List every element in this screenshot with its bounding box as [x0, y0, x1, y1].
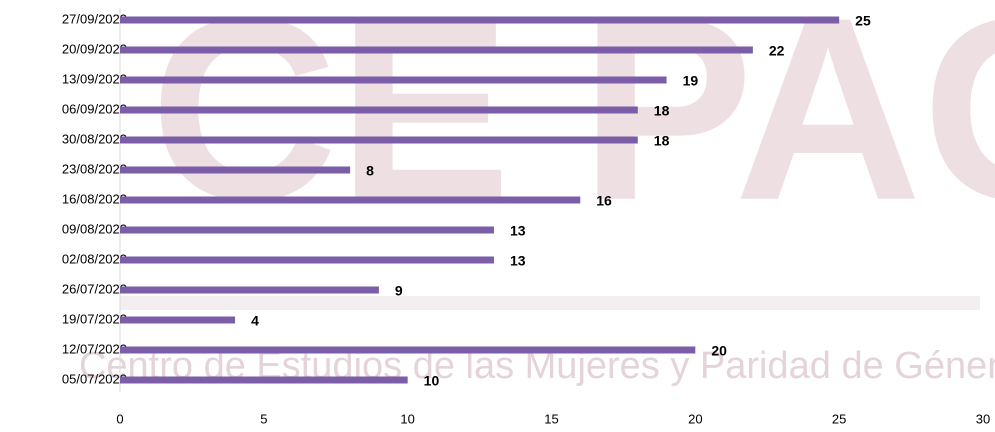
value-label: 9 [395, 283, 403, 299]
page: CE PAG Centro de Estudios de las Mujeres… [0, 0, 995, 432]
x-tick-label: 15 [544, 411, 558, 426]
y-tick-label: 23/08/2023 [62, 161, 127, 176]
value-label: 19 [683, 73, 699, 89]
value-label: 10 [424, 373, 440, 389]
bar [120, 317, 235, 324]
y-tick-label: 26/07/2023 [62, 281, 127, 296]
value-label: 13 [510, 253, 526, 269]
x-tick-label: 5 [260, 411, 267, 426]
bar [120, 47, 753, 54]
value-label: 20 [711, 343, 727, 359]
y-tick-label: 16/08/2023 [62, 191, 127, 206]
bar [120, 137, 638, 144]
y-tick-label: 06/09/2023 [62, 101, 127, 116]
bar [120, 347, 695, 354]
chart: CE PAG Centro de Estudios de las Mujeres… [0, 0, 995, 432]
bar [120, 107, 638, 114]
bar [120, 257, 494, 264]
value-label: 18 [654, 103, 670, 119]
x-tick-label: 10 [400, 411, 414, 426]
value-label: 25 [855, 13, 871, 29]
y-tick-label: 30/08/2023 [62, 131, 127, 146]
y-tick-label: 20/09/2023 [62, 41, 127, 56]
y-tick-label: 19/07/2023 [62, 311, 127, 326]
bar [120, 167, 350, 174]
y-tick-label: 09/08/2023 [62, 221, 127, 236]
bar [120, 377, 408, 384]
bar [120, 17, 839, 24]
bar [120, 227, 494, 234]
watermark: CE PAG Centro de Estudios de las Mujeres… [79, 0, 995, 387]
y-tick-label: 12/07/2023 [62, 341, 127, 356]
value-label: 13 [510, 223, 526, 239]
x-tick-label: 0 [116, 411, 123, 426]
value-label: 4 [251, 313, 259, 329]
bar [120, 77, 667, 84]
x-tick-label: 20 [688, 411, 702, 426]
bar [120, 197, 580, 204]
value-label: 22 [769, 43, 785, 59]
y-tick-label: 05/07/2023 [62, 371, 127, 386]
y-tick-label: 27/09/2023 [62, 11, 127, 26]
y-tick-label: 13/09/2023 [62, 71, 127, 86]
value-label: 16 [596, 193, 612, 209]
value-label: 8 [366, 163, 374, 179]
watermark-text: CE [150, 0, 511, 255]
watermark-text: PAG [580, 0, 995, 255]
x-tick-label: 30 [976, 411, 990, 426]
bar [120, 287, 379, 294]
watermark-band [120, 296, 980, 310]
x-tick-label: 25 [832, 411, 846, 426]
value-label: 18 [654, 133, 670, 149]
y-tick-label: 02/08/2023 [62, 251, 127, 266]
